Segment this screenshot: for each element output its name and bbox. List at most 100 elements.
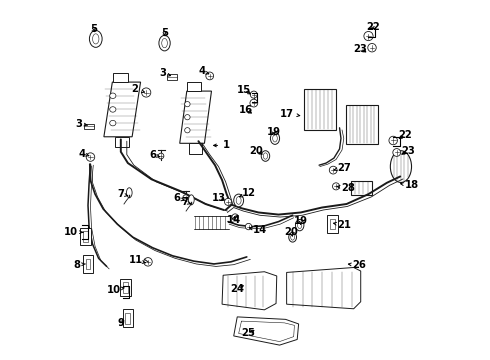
Ellipse shape [236, 197, 241, 204]
Bar [123, 282, 128, 293]
Ellipse shape [110, 107, 116, 112]
Polygon shape [234, 317, 298, 345]
Text: 2: 2 [132, 84, 145, 94]
Circle shape [389, 136, 397, 145]
Bar [83, 255, 93, 273]
Polygon shape [113, 73, 128, 82]
Text: 24: 24 [230, 284, 245, 294]
Bar [167, 74, 176, 80]
Ellipse shape [110, 93, 116, 99]
Ellipse shape [270, 132, 280, 144]
Ellipse shape [89, 30, 102, 48]
Circle shape [232, 214, 238, 220]
Circle shape [245, 224, 252, 230]
Text: 12: 12 [239, 188, 256, 198]
Polygon shape [222, 272, 277, 310]
Circle shape [224, 198, 232, 206]
Text: 21: 21 [334, 220, 351, 230]
Polygon shape [115, 137, 129, 147]
Text: 23: 23 [401, 146, 415, 156]
Circle shape [250, 91, 257, 98]
Ellipse shape [261, 151, 270, 161]
Polygon shape [346, 105, 378, 144]
Ellipse shape [110, 120, 116, 126]
Polygon shape [180, 91, 212, 143]
Text: 3: 3 [75, 118, 88, 129]
Polygon shape [351, 181, 371, 195]
Ellipse shape [297, 222, 302, 229]
Text: 4: 4 [78, 149, 89, 158]
Text: 25: 25 [241, 328, 255, 338]
Ellipse shape [234, 194, 244, 207]
Text: 18: 18 [401, 180, 418, 190]
Circle shape [364, 31, 373, 41]
Bar [125, 313, 130, 324]
Text: 23: 23 [353, 44, 367, 54]
Text: 10: 10 [63, 227, 83, 237]
Circle shape [368, 44, 376, 52]
Text: 1: 1 [214, 140, 230, 150]
Bar [86, 259, 91, 269]
Text: 19: 19 [267, 127, 281, 138]
Text: 15: 15 [237, 85, 251, 95]
Bar [330, 219, 335, 229]
Text: 17: 17 [280, 109, 300, 119]
Text: 13: 13 [212, 193, 225, 203]
Bar [80, 228, 91, 245]
Bar [84, 123, 94, 129]
Polygon shape [304, 89, 336, 130]
Circle shape [333, 183, 340, 190]
Circle shape [250, 99, 258, 107]
Polygon shape [187, 82, 200, 91]
Text: 5: 5 [161, 28, 168, 38]
Circle shape [158, 153, 164, 159]
Ellipse shape [273, 135, 277, 142]
Ellipse shape [291, 234, 294, 240]
Text: 26: 26 [348, 260, 367, 270]
Ellipse shape [185, 128, 190, 133]
Circle shape [144, 258, 152, 266]
Circle shape [206, 72, 214, 80]
Text: 8: 8 [73, 260, 85, 270]
Polygon shape [104, 82, 141, 137]
Ellipse shape [126, 188, 132, 198]
Text: 7: 7 [181, 197, 191, 207]
Text: 10: 10 [107, 285, 124, 295]
Text: 19: 19 [294, 216, 308, 226]
Text: 14: 14 [226, 215, 241, 225]
Bar [327, 215, 338, 233]
Text: 5: 5 [91, 24, 98, 34]
Ellipse shape [189, 195, 194, 205]
Text: 28: 28 [337, 183, 355, 193]
Polygon shape [190, 143, 202, 154]
Ellipse shape [391, 151, 412, 183]
Ellipse shape [263, 153, 268, 159]
Text: 3: 3 [160, 68, 171, 78]
Ellipse shape [159, 35, 170, 51]
Ellipse shape [185, 102, 190, 107]
Polygon shape [287, 267, 361, 309]
Text: 27: 27 [334, 163, 351, 173]
Circle shape [393, 149, 401, 156]
Text: 6: 6 [149, 150, 159, 159]
Text: 11: 11 [128, 256, 146, 265]
Bar [121, 279, 131, 296]
Text: 14: 14 [249, 225, 267, 235]
Ellipse shape [162, 39, 168, 48]
Circle shape [329, 166, 337, 174]
Ellipse shape [185, 114, 190, 120]
Circle shape [86, 153, 95, 161]
Bar [83, 231, 88, 242]
Text: 22: 22 [366, 22, 380, 32]
Text: 20: 20 [285, 227, 298, 237]
Text: 22: 22 [398, 130, 412, 140]
Ellipse shape [93, 34, 99, 44]
Text: 7: 7 [118, 189, 127, 199]
Bar [122, 310, 133, 327]
Circle shape [183, 195, 189, 201]
Text: 4: 4 [198, 66, 209, 76]
Text: 16: 16 [239, 105, 253, 115]
Text: 9: 9 [118, 318, 124, 328]
Text: 20: 20 [249, 146, 263, 156]
Circle shape [142, 88, 151, 97]
